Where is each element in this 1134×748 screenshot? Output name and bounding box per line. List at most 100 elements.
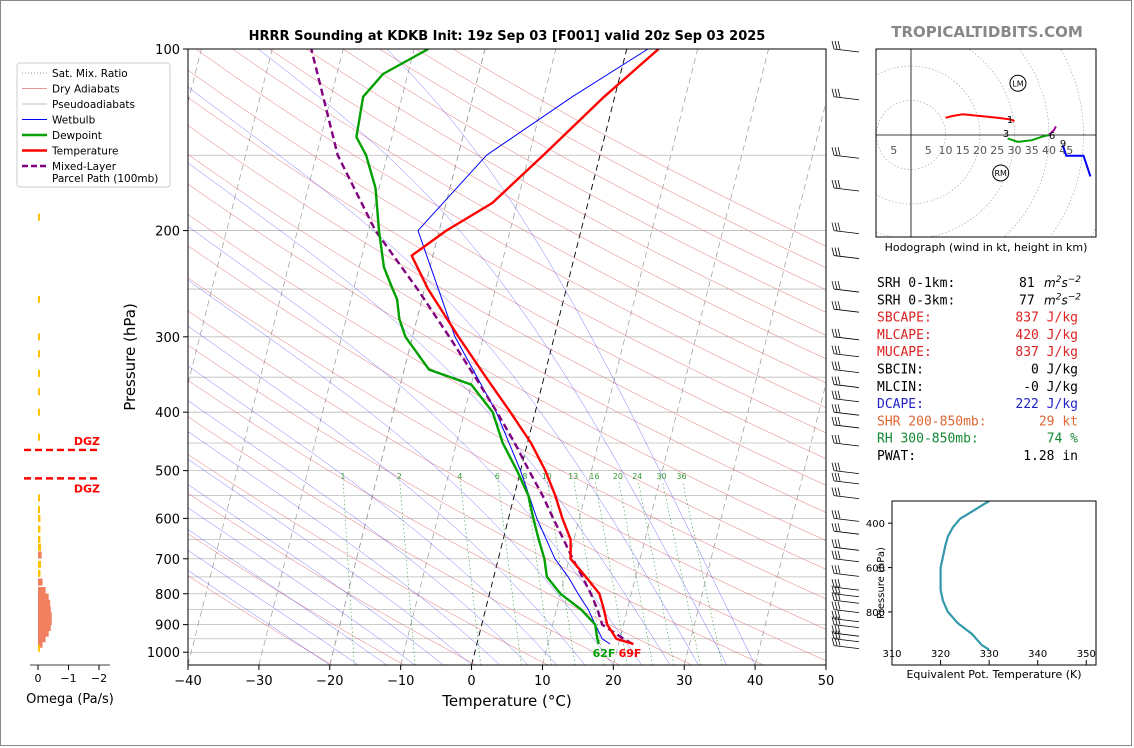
wind-barb-flag xyxy=(834,487,838,496)
wind-barb-flag xyxy=(831,610,835,619)
isotherm-line xyxy=(754,382,826,665)
legend-label: Wetbulb xyxy=(52,115,96,127)
hodograph-height-label: 6 xyxy=(1049,131,1055,142)
omega-bar xyxy=(38,612,52,620)
isotherm-line xyxy=(188,49,344,665)
pseudoadiabat xyxy=(188,365,557,665)
dgz-label: DGZ xyxy=(74,435,100,448)
wind-barb-flag xyxy=(837,88,841,97)
mixing-ratio-line xyxy=(399,480,416,665)
wind-barb-flag xyxy=(834,579,838,588)
wind-barb-flag xyxy=(837,404,841,413)
pseudoadiabat xyxy=(386,49,756,665)
wind-barb-flag xyxy=(831,601,835,610)
index-value: 74 % xyxy=(1047,432,1078,447)
wind-barb-flag xyxy=(834,179,838,189)
omega-bar xyxy=(38,569,41,577)
wind-barb-flag xyxy=(837,625,841,634)
omega-bar xyxy=(38,350,40,358)
wind-barb-flag xyxy=(831,179,835,189)
wind-barb-flag xyxy=(831,345,835,354)
legend-label-line: Pseudoadiabats xyxy=(52,99,135,111)
storm-motion-marker xyxy=(992,164,1010,182)
wind-barb-staff xyxy=(833,384,860,388)
index-label: SBCAPE: xyxy=(877,311,932,326)
wind-barb-flag xyxy=(837,40,841,50)
index-label: SRH 0-3km: xyxy=(877,293,955,308)
x-tick-label: 10 xyxy=(534,674,551,689)
theta-e-x-tick-label: 340 xyxy=(1028,649,1047,660)
index-unit: m2s−2 xyxy=(1044,292,1081,307)
wind-barb-flag xyxy=(831,510,835,519)
x-tick-label: 20 xyxy=(605,674,622,689)
wind-barb-flag xyxy=(834,222,838,231)
omega-bar xyxy=(38,635,46,643)
wind-barb-flag xyxy=(834,416,838,426)
legend: Sat. Mix. Ratio Dry Adiabats Pseudoadiabat… xyxy=(16,62,171,188)
dry-adiabat xyxy=(188,344,764,665)
wind-barb-flag xyxy=(834,565,838,574)
wind-barb-staff xyxy=(833,255,860,259)
wind-barb-staff xyxy=(833,558,860,563)
y-tick-label: 200 xyxy=(155,225,180,240)
x-tick-label: 30 xyxy=(676,674,693,689)
pseudoadiabat xyxy=(257,49,727,665)
legend-label-line: Parcel Path (100mb) xyxy=(52,173,158,185)
omega-bar xyxy=(38,408,40,416)
pseudoadiabat xyxy=(188,484,444,665)
legend-label-line: Wetbulb xyxy=(52,115,96,127)
isotherm-line xyxy=(683,100,826,665)
wind-barb-flag xyxy=(831,434,835,444)
wind-barb-flag xyxy=(834,404,838,413)
theta-e-y-tick-label: 400 xyxy=(866,519,885,530)
mixing-ratio-label: 2 xyxy=(397,472,402,481)
surface-temperature-label: 69F xyxy=(619,647,642,660)
wind-barb-flag xyxy=(834,592,838,601)
x-tick-label: −30 xyxy=(245,674,272,689)
omega-bar xyxy=(38,295,40,303)
wind-barb-flag xyxy=(834,630,838,639)
index-label: PWAT: xyxy=(877,449,916,464)
omega-bar xyxy=(38,586,46,594)
hodograph-ring-label: 5 xyxy=(925,144,932,157)
wind-barb-flag xyxy=(837,565,841,574)
index-label: SHR 200-850mb: xyxy=(877,414,987,429)
wind-barb-staff xyxy=(833,638,860,643)
wind-barb-flag xyxy=(831,376,835,385)
hodograph-trace: LM RM 1 3 69 xyxy=(945,74,1092,182)
wind-barb-flag xyxy=(834,301,838,310)
wind-barb-flag xyxy=(837,539,841,548)
wind-barb-flag xyxy=(834,637,838,646)
wind-barb-flag xyxy=(831,592,835,601)
omega-bar xyxy=(38,525,41,533)
omega-bar xyxy=(38,535,41,543)
dry-adiabat xyxy=(342,49,826,313)
wind-barb-flag xyxy=(834,40,838,50)
y-tick-label: 500 xyxy=(155,465,180,480)
legend-label-line: Sat. Mix. Ratio xyxy=(52,68,128,80)
wind-barb-flag xyxy=(834,88,838,97)
wind-barb-flag xyxy=(834,539,838,548)
isotherm-line xyxy=(329,49,486,665)
storm-motion-marker xyxy=(1009,74,1027,92)
omega-bar xyxy=(38,593,49,601)
isotherm-line xyxy=(258,49,415,665)
pseudoadiabat xyxy=(188,431,501,665)
wind-barb-flag xyxy=(837,434,841,444)
omega-tick-label: −2 xyxy=(91,672,107,685)
theta-e-ylabel: Pressure (hPa) xyxy=(876,547,887,619)
skewt-background-lines: 1 2 4 6 8 10 13 16 20 24 30 36 xyxy=(188,49,826,665)
dry-adiabat xyxy=(188,69,826,434)
x-tick-label: 40 xyxy=(747,674,764,689)
wind-barb-staff xyxy=(833,411,860,416)
omega-tick-label: 0 xyxy=(35,672,42,685)
mixing-ratio-label: 30 xyxy=(656,472,666,481)
wind-barb-flag xyxy=(837,510,841,519)
wind-barb-staff xyxy=(833,96,860,101)
wind-barb-flag xyxy=(837,487,841,496)
wind-barb-flag xyxy=(831,625,835,634)
wind-barb-flag xyxy=(834,247,838,256)
wind-barb-flag xyxy=(837,550,841,559)
wind-barb-flag xyxy=(837,147,841,156)
wind-barb-flag xyxy=(834,434,838,444)
